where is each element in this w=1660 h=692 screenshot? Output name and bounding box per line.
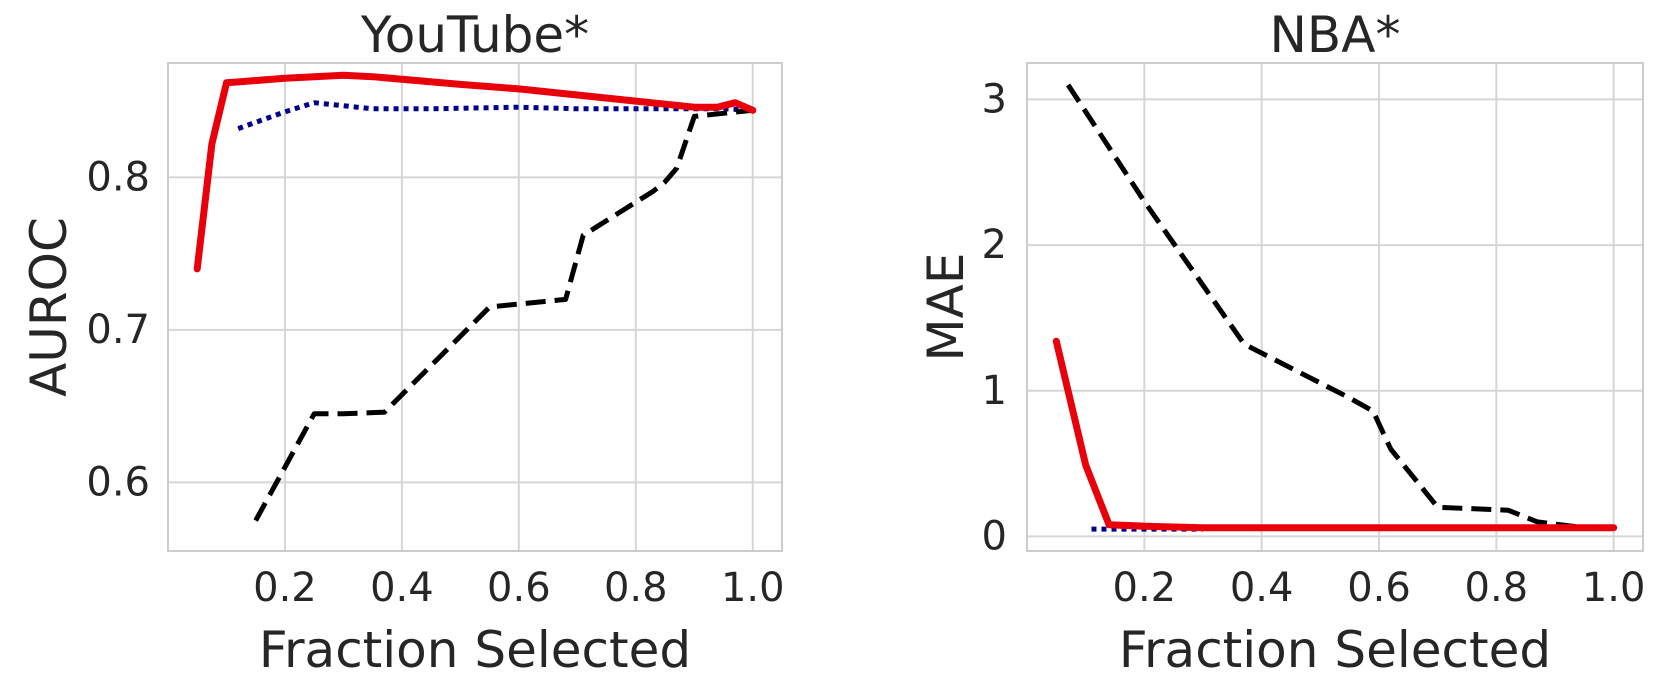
nba-dashed-series-line [1066, 83, 1614, 531]
nba-x-tick-label: 0.8 [1465, 565, 1529, 611]
youtube-x-tick-label: 0.2 [253, 565, 317, 611]
youtube-chart-title: YouTube* [360, 6, 589, 64]
nba-x-axis-label: Fraction Selected [1119, 621, 1551, 679]
nba-chart-panel: 0.2 0.4 0.6 0.8 1.0 0 1 2 3 NBA* Fraction Selected… [917, 6, 1645, 679]
youtube-y-tick-label: 0.6 [86, 459, 150, 505]
nba-x-tick-label: 0.6 [1347, 565, 1411, 611]
youtube-x-tick-label: 1.0 [721, 565, 785, 611]
youtube-y-tick-label: 0.8 [86, 154, 150, 200]
youtube-solid-series-line [193, 71, 757, 273]
youtube-chart-panel: 0.2 0.4 0.6 0.8 1.0 0.6 0.7 0.8 YouTube* Fraction… [20, 6, 785, 679]
youtube-x-tick-label: 0.6 [487, 565, 551, 611]
youtube-x-axis-label: Fraction Selected [259, 621, 691, 679]
youtube-y-axis-label: AUROC [20, 217, 78, 397]
nba-y-axis-label: MAE [917, 253, 975, 362]
nba-plot-frame [1026, 62, 1644, 552]
nba-y-tick-label: 1 [982, 368, 1007, 414]
nba-x-tick-label: 1.0 [1582, 565, 1646, 611]
nba-y-tick-label: 3 [982, 76, 1007, 122]
nba-solid-series-line [1052, 337, 1618, 532]
nba-chart-title: NBA* [1270, 6, 1401, 64]
youtube-plot-frame [167, 62, 783, 552]
youtube-x-tick-label: 0.4 [370, 565, 434, 611]
youtube-y-tick-label: 0.7 [86, 307, 150, 353]
nba-y-tick-label: 2 [982, 222, 1007, 268]
nba-y-tick-label: 0 [982, 513, 1007, 559]
youtube-dashed-series-line [253, 107, 754, 522]
youtube-x-tick-label: 0.8 [604, 565, 668, 611]
nba-x-tick-label: 0.4 [1230, 565, 1294, 611]
nba-x-tick-label: 0.2 [1113, 565, 1177, 611]
